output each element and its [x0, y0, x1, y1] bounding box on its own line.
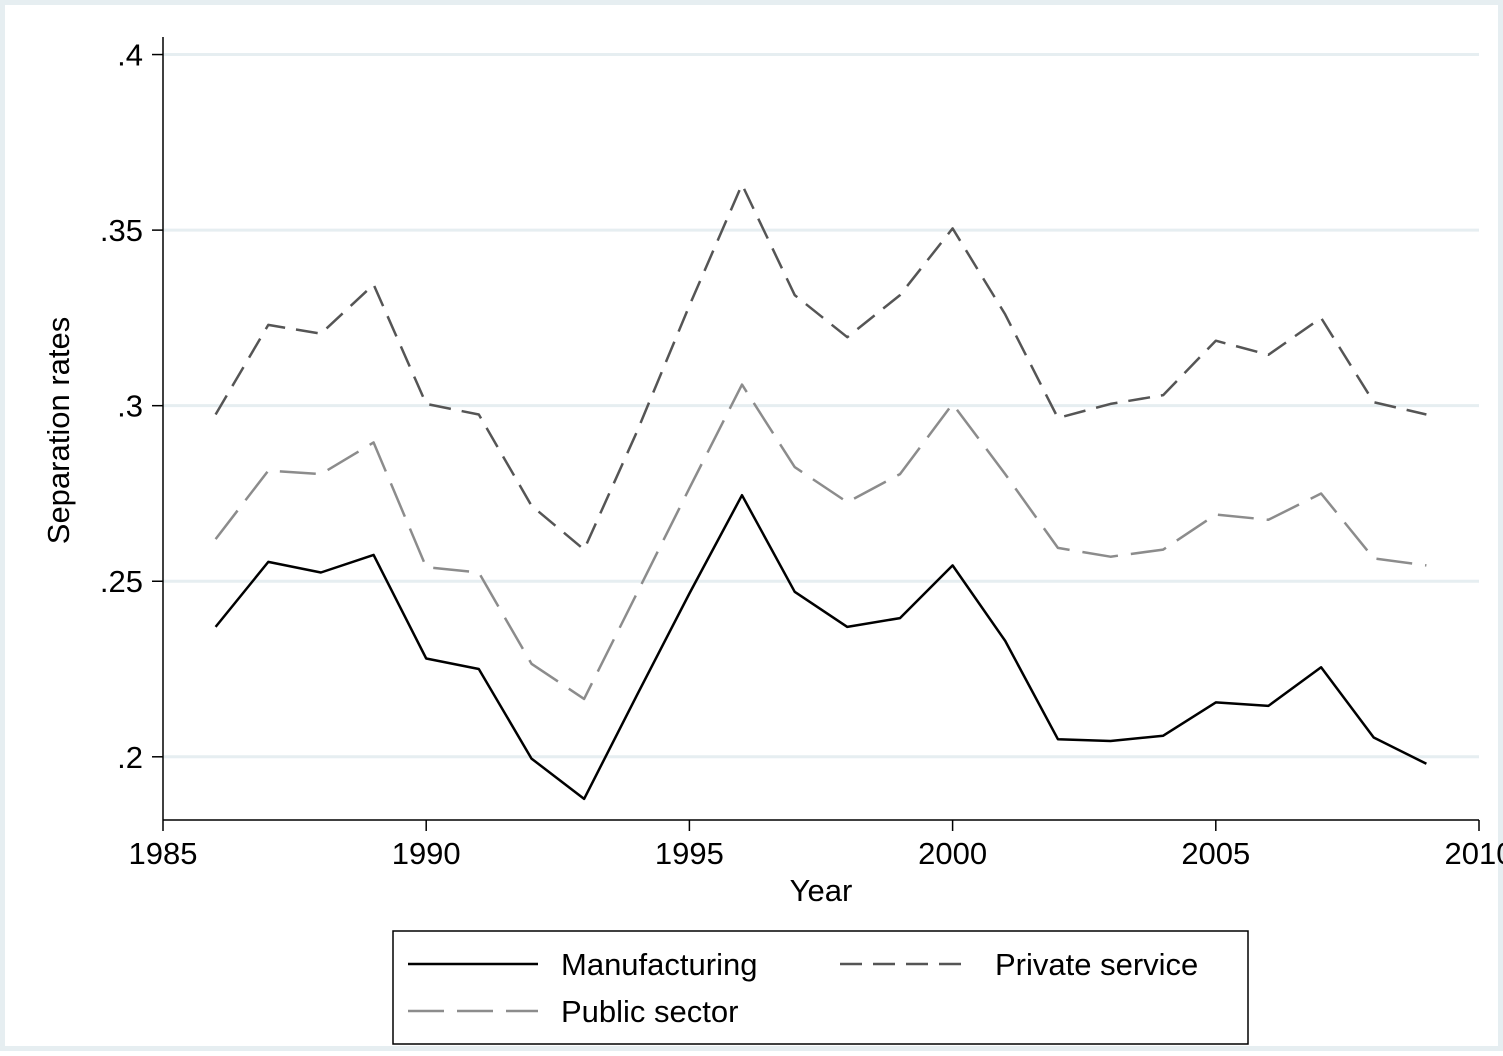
- x-tick-label: 1990: [392, 836, 461, 871]
- legend-label: Private service: [995, 947, 1198, 982]
- x-tick-label: 2000: [918, 836, 987, 871]
- series-line-private-service: [214, 183, 1427, 551]
- series-line-manufacturing: [214, 493, 1427, 801]
- line-chart: .2 .25 .3 .35 .4 1985 1990 1995 2000 2005 2010 Ye…: [41, 37, 1503, 1045]
- legend-items: Manufacturing Private service Public secto…: [408, 947, 1198, 1029]
- y-tick-label: .4: [117, 38, 143, 73]
- y-tick-label: .3: [117, 389, 143, 424]
- legend-entry-public-sector: Public sector: [408, 994, 738, 1029]
- x-axis-title: Year: [790, 873, 853, 908]
- gridlines: [163, 53, 1479, 759]
- y-tick-label: .25: [100, 564, 143, 599]
- legend-entry-manufacturing: Manufacturing: [408, 947, 757, 982]
- axes: [162, 37, 1479, 821]
- legend-box: [392, 930, 1249, 1045]
- legend: Manufacturing Private service Public secto…: [392, 930, 1249, 1045]
- y-axis-title: Separation rates: [41, 317, 76, 544]
- x-tick-label: 1985: [129, 836, 198, 871]
- legend-label: Manufacturing: [561, 947, 757, 982]
- y-tick-label: .35: [100, 213, 143, 248]
- y-tick-label: .2: [117, 740, 143, 775]
- legend-label: Public sector: [561, 994, 738, 1029]
- x-tick-label: 1995: [655, 836, 724, 871]
- x-ticks: 1985 1990 1995 2000 2005 2010: [129, 820, 1503, 871]
- series-lines: [214, 183, 1427, 801]
- x-tick-label: 2005: [1181, 836, 1250, 871]
- x-tick-label: 2010: [1445, 836, 1503, 871]
- legend-entry-private-service: Private service: [840, 947, 1198, 982]
- y-ticks: .2 .25 .3 .35 .4: [100, 38, 163, 775]
- series-line-public-sector: [214, 383, 1427, 701]
